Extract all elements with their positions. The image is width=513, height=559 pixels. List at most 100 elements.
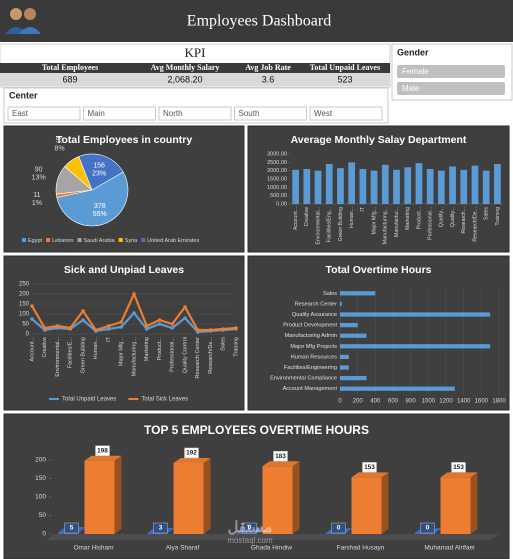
bar-top — [173, 457, 211, 463]
legend-swatch — [46, 238, 51, 242]
slicer-item[interactable]: Main — [88, 109, 105, 118]
slicer-button[interactable] — [397, 65, 505, 78]
x-tick-label: Muhamad Alrifaei — [424, 545, 474, 552]
line-point — [170, 322, 175, 326]
value-label: 192 — [186, 450, 197, 457]
y-tick-label: Product Development — [283, 323, 337, 329]
y-tick-label: 2000.00 — [267, 168, 287, 174]
bar — [414, 533, 435, 534]
x-tick-label: Professional... — [428, 207, 434, 240]
slicer-item[interactable]: Female — [402, 67, 429, 76]
x-tick-label: Quality... — [439, 207, 445, 227]
x-tick-label: IT — [106, 336, 112, 342]
slicer-button[interactable] — [397, 82, 505, 95]
legend-swatch — [77, 238, 82, 242]
kpi-header-row — [0, 63, 390, 73]
legend-swatch — [22, 238, 26, 242]
bar — [314, 170, 322, 204]
slicer-item[interactable]: North — [163, 109, 183, 118]
header-bar — [0, 0, 513, 42]
x-tick-label: Creative — [42, 337, 48, 357]
value-label-box — [331, 522, 346, 534]
bar-top — [440, 472, 478, 478]
slicer-item[interactable]: West — [314, 109, 333, 118]
value-label: 0 — [248, 525, 252, 532]
y-tick-label: 50 — [39, 512, 47, 519]
y-tick-label: 1500.00 — [267, 176, 287, 182]
line-point — [157, 322, 162, 326]
x-tick-label: 400 — [370, 399, 381, 405]
x-tick-label: Farshad Husayn — [337, 545, 385, 552]
kpi-value: 523 — [337, 74, 352, 84]
x-tick-label: Research Center — [195, 337, 201, 379]
chart-bar: Average Monthly Salay Department 0.00 500.… — [247, 125, 510, 253]
x-tick-label: Ghada Hmdiw — [251, 545, 292, 552]
pie-percent-label: 23% — [92, 170, 106, 177]
y-tick-label: 200 — [19, 292, 30, 298]
slicer-title: Center — [9, 90, 38, 100]
slicer-item[interactable]: South — [239, 109, 260, 118]
bar — [325, 164, 333, 204]
x-tick-label: Green Building — [338, 207, 344, 241]
x-tick-label: 1000 — [422, 399, 436, 405]
bar — [303, 169, 311, 204]
bar-side — [78, 527, 86, 534]
bar-side — [114, 455, 122, 534]
bar — [340, 291, 376, 296]
line-point — [68, 326, 73, 330]
chart-background — [3, 255, 245, 411]
bar — [404, 167, 412, 204]
pie-slice — [78, 153, 124, 191]
slicer-button[interactable] — [309, 106, 383, 121]
x-tick-label: Facilities/Eng... — [327, 207, 333, 242]
y-tick-label: Account Management — [283, 386, 338, 392]
y-tick-label: Environmental Compliance — [270, 376, 337, 382]
bar — [482, 170, 490, 204]
header-icon — [5, 8, 41, 34]
bar — [460, 169, 468, 204]
pie-value-label: 53 — [56, 137, 64, 144]
x-tick-label: Facilities/E... — [68, 337, 74, 369]
x-tick-label: Product... — [157, 337, 163, 361]
slicer-button[interactable] — [83, 106, 156, 121]
chart-title: Total Overtime Hours — [326, 264, 432, 276]
line-point — [30, 304, 34, 308]
y-tick-label: 50 — [22, 322, 29, 328]
slicer-item[interactable]: East — [12, 109, 29, 118]
legend-label: Saudi Arabia — [84, 238, 116, 244]
bar — [262, 466, 293, 534]
bar — [337, 168, 344, 204]
legend-label: Egypt — [28, 238, 43, 244]
slicer-item[interactable]: Male — [402, 84, 420, 93]
slicer-button[interactable] — [234, 106, 307, 121]
dashboard-title: Employees Dashboard — [187, 13, 331, 30]
legend-label: Syria — [125, 238, 138, 244]
line-point — [195, 328, 200, 332]
value-label: 153 — [364, 464, 375, 471]
line-point — [106, 327, 111, 331]
value-label: 198 — [97, 447, 108, 454]
bar-side — [292, 461, 300, 534]
value-label: 153 — [453, 464, 464, 471]
bar — [415, 163, 423, 204]
bar — [494, 164, 501, 204]
y-tick-label: 100 — [19, 312, 30, 318]
line-point — [119, 325, 124, 329]
kpi-value: 689 — [62, 74, 77, 84]
watermark-url: mostaql.com — [227, 536, 273, 545]
x-tick-label: Sales — [484, 207, 490, 220]
y-tick-label: 500.00 — [270, 193, 287, 199]
x-tick-label: Environmental... — [315, 207, 321, 244]
bar — [340, 333, 367, 338]
line-point — [170, 326, 175, 330]
y-tick-label: 3000.00 — [267, 151, 287, 157]
bar — [437, 170, 445, 204]
bar — [236, 533, 257, 534]
kpi-cells: Total Employees 689 Avg Monthly Salary 2,06… — [42, 63, 380, 85]
chart-hbar: Total Overtime Hours 0 200 400 600 800 1000 120… — [247, 255, 510, 411]
legend-swatch — [118, 238, 123, 242]
slicer-button[interactable] — [158, 106, 232, 121]
slicer-button[interactable] — [7, 106, 81, 121]
bar-side — [470, 472, 478, 534]
kpi-value-row — [0, 73, 390, 86]
